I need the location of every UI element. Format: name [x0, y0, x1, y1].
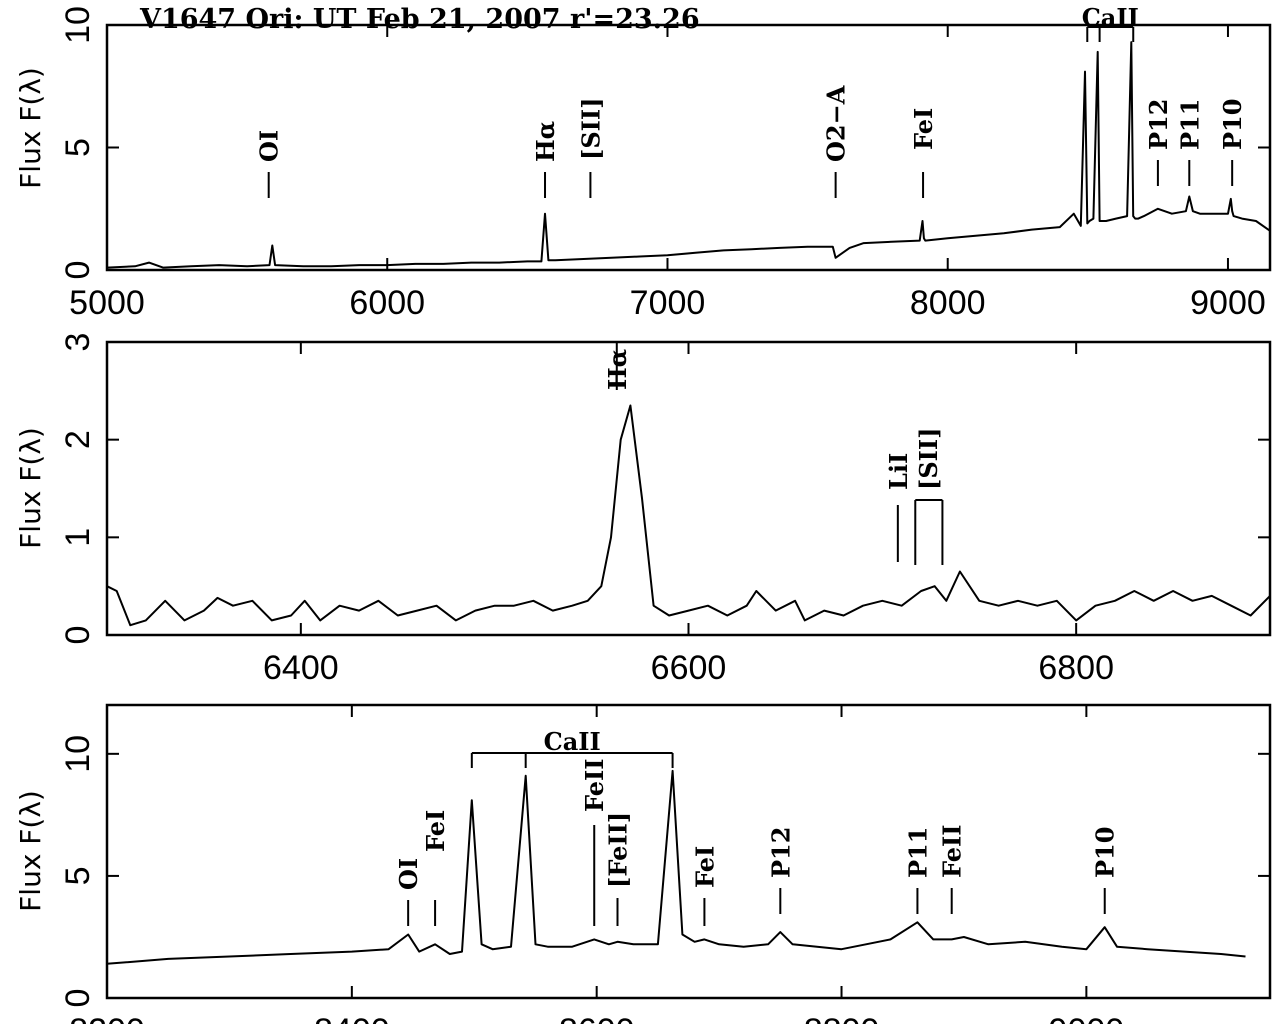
x-tick-label: 9000	[1190, 284, 1266, 322]
annotation-label: P11	[1175, 99, 1204, 150]
annotation-label: Hα	[531, 121, 560, 162]
y-tick-label: 0	[59, 626, 97, 645]
x-tick-label: 8200	[69, 1012, 145, 1024]
spectrum-line	[106, 769, 1246, 965]
y-tick-label: 3	[59, 333, 97, 352]
annotation-label: P11	[903, 827, 932, 878]
x-tick-label: 8800	[804, 1012, 880, 1024]
annotation-label: OI	[394, 858, 423, 890]
annotation-label: P12	[766, 827, 795, 878]
x-tick-label: 6600	[651, 649, 727, 687]
chart-title: V1647 Ori: UT Feb 21, 2007 r'=23.26	[139, 4, 700, 35]
annotation-label: P10	[1091, 827, 1120, 878]
annotation-label: [SII]	[914, 428, 943, 491]
y-axis-label: Flux F(λ)	[14, 67, 47, 189]
x-tick-label: 8600	[559, 1012, 635, 1024]
x-tick-label: 8400	[314, 1012, 390, 1024]
y-tick-label: 0	[59, 989, 97, 1008]
x-tick-label: 6800	[1038, 649, 1114, 687]
annotation-label: P12	[1144, 99, 1173, 150]
annotation-label: FeII	[580, 759, 609, 812]
annotation-label: [FeII]	[603, 812, 632, 888]
annotation-label: P10	[1218, 99, 1247, 150]
top-panel: V1647 Ori: UT Feb 21, 2007 r'=23.26 Flux…	[14, 3, 1272, 322]
spectrum-line	[106, 41, 1271, 269]
annotation-label: LiI	[884, 453, 913, 490]
y-tick-label: 0	[59, 261, 97, 280]
annotation-label: FeI	[909, 108, 938, 150]
annotation-label: Hα	[603, 349, 632, 390]
y-axis-label: Flux F(λ)	[14, 790, 47, 912]
annotation-label: CaII	[1082, 3, 1139, 32]
x-tick-label: 6000	[349, 284, 425, 322]
spectrum-line	[106, 404, 1271, 627]
annotation-label: [SII]	[576, 98, 605, 161]
y-tick-label: 10	[59, 6, 97, 44]
bottom-panel: Flux F(λ) 8200 8400 8600 8800 9000 0 5 10 OI FeI C…	[14, 703, 1272, 1024]
y-tick-label: 1	[59, 528, 97, 547]
y-axis-label: Flux F(λ)	[14, 427, 47, 549]
annotation-label: OI	[255, 130, 284, 162]
x-tick-label: 7000	[630, 284, 706, 322]
annotation-label: CaII	[544, 727, 601, 756]
annotation-label: FeII	[938, 825, 967, 878]
x-tick-label: 8000	[910, 284, 986, 322]
annotation-label: O2−A	[822, 85, 851, 162]
plot-frame	[105, 340, 1272, 637]
plot-frame	[105, 703, 1272, 1000]
x-tick-label: 9000	[1049, 1012, 1125, 1024]
y-tick-label: 2	[59, 430, 97, 449]
y-tick-label: 10	[59, 735, 97, 773]
x-tick-label: 5000	[69, 284, 145, 322]
y-tick-label: 5	[59, 866, 97, 885]
middle-panel: Flux F(λ) 6400 6600 6800 0 1 2 3 Hα LiI [SII]	[14, 333, 1272, 687]
x-tick-label: 6400	[263, 649, 339, 687]
annotation-label: FeI	[690, 846, 719, 888]
y-tick-label: 5	[59, 138, 97, 157]
annotation-label: FeI	[421, 810, 450, 852]
